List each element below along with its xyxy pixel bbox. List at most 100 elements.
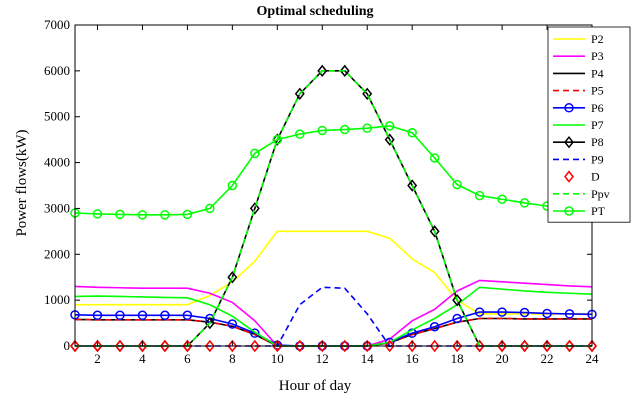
data-point-p6 xyxy=(182,310,193,321)
data-point-p8 xyxy=(452,293,463,307)
legend-label: Ppv xyxy=(591,187,610,201)
legend: P2 P3 P4 P5 P6 P7 P8 P9 D Ppv PT xyxy=(547,26,631,223)
data-point-pt xyxy=(182,209,193,220)
legend-marker xyxy=(564,170,574,183)
y-tick-label: 0 xyxy=(64,338,71,353)
y-tick-label: 3000 xyxy=(44,200,70,215)
legend-item-p4: P4 xyxy=(553,66,604,80)
y-tick-label: 1000 xyxy=(44,292,70,307)
legend-label: P8 xyxy=(591,135,604,149)
y-tick-label: 4000 xyxy=(44,155,70,170)
data-point-pt xyxy=(452,179,462,190)
legend-item-p2: P2 xyxy=(553,32,604,46)
data-point-d xyxy=(249,339,260,353)
series-line-p4 xyxy=(74,317,592,347)
legend-item-ppv: Ppv xyxy=(553,187,610,201)
x-tick-label: 18 xyxy=(451,351,464,366)
x-tick-label: 4 xyxy=(139,351,146,366)
data-point-p6 xyxy=(227,319,238,329)
data-point-d xyxy=(497,339,508,353)
data-point-pt xyxy=(272,134,283,145)
data-point-d xyxy=(317,339,328,353)
legend-label: D xyxy=(591,170,600,184)
data-point-pt xyxy=(407,128,417,138)
series-p2 xyxy=(75,230,592,315)
data-point-d xyxy=(294,339,305,353)
x-tick-label: 14 xyxy=(361,351,375,366)
x-tick-label: 12 xyxy=(316,351,329,366)
data-point-p8 xyxy=(204,316,215,330)
data-point-p8 xyxy=(317,64,328,78)
data-point-pt xyxy=(474,190,485,201)
data-point-pt xyxy=(339,124,350,135)
series-line-p9 xyxy=(75,286,592,347)
legend-item-p5: P5 xyxy=(553,84,604,98)
data-point-d xyxy=(362,339,373,353)
data-point-p8 xyxy=(429,225,440,238)
data-point-d xyxy=(137,339,148,353)
data-point-p8 xyxy=(339,64,350,78)
series-line-pt xyxy=(74,125,593,216)
legend-item-p6: P6 xyxy=(553,101,604,115)
y-tick-label: 5000 xyxy=(44,109,70,124)
legend-item-p7: P7 xyxy=(553,118,604,132)
data-point-d xyxy=(114,339,125,353)
x-tick-label: 22 xyxy=(541,351,554,366)
y-tick-label: 6000 xyxy=(44,63,70,78)
legend-label: P4 xyxy=(591,66,604,80)
y-axis-label: Power flows(kW) xyxy=(14,129,30,236)
data-point-pt xyxy=(317,125,328,136)
series-p5 xyxy=(74,317,592,347)
data-point-pt xyxy=(137,210,148,220)
x-tick-label: 8 xyxy=(229,351,236,366)
legend-label: P5 xyxy=(591,84,604,98)
data-point-d xyxy=(542,339,553,353)
series-line-p5 xyxy=(74,317,592,347)
data-point-d xyxy=(272,339,283,353)
data-point-p6 xyxy=(542,308,552,319)
data-point-pt xyxy=(92,209,103,219)
series-layer xyxy=(70,64,597,353)
legend-item-d: D xyxy=(564,170,600,184)
data-point-p6 xyxy=(564,309,575,319)
data-point-p8 xyxy=(272,133,283,146)
legend-marker xyxy=(564,206,574,216)
data-point-d xyxy=(70,339,80,353)
data-point-p6 xyxy=(92,310,103,321)
x-axis: 2 4 6 8 10 12 14 16 18 20 22 24 xyxy=(94,25,599,366)
series-p8 xyxy=(70,64,597,353)
data-point-p6 xyxy=(519,307,530,318)
legend-marker xyxy=(564,103,574,113)
data-point-p6 xyxy=(115,310,125,321)
data-point-p8 xyxy=(227,271,238,284)
data-point-pt xyxy=(429,153,440,163)
data-point-d xyxy=(92,339,103,353)
legend-item-pt: PT xyxy=(553,204,606,218)
data-point-p6 xyxy=(250,328,260,338)
series-p4 xyxy=(74,317,592,347)
data-point-d xyxy=(384,339,395,353)
data-point-pt xyxy=(205,203,215,214)
data-point-d xyxy=(227,339,238,353)
data-point-pt xyxy=(497,194,507,205)
x-tick-label: 6 xyxy=(184,351,191,366)
data-point-d xyxy=(407,339,418,353)
legend-label: P9 xyxy=(591,152,604,166)
x-axis-label: Hour of day xyxy=(279,378,352,394)
data-point-pt xyxy=(250,148,260,159)
x-tick-label: 20 xyxy=(496,351,509,366)
x-tick-label: 16 xyxy=(406,351,420,366)
data-point-pt xyxy=(115,209,125,220)
series-p9 xyxy=(75,286,592,347)
series-pt xyxy=(70,121,597,220)
y-axis: 0 1000 2000 3000 4000 5000 6000 7000 xyxy=(44,17,592,353)
series-line-p7 xyxy=(74,286,593,347)
x-tick-label: 24 xyxy=(586,351,600,366)
legend-label: PT xyxy=(591,204,606,218)
x-tick-label: 10 xyxy=(271,351,284,366)
data-point-d xyxy=(429,339,440,353)
data-point-d xyxy=(564,339,575,353)
legend-item-p8: P8 xyxy=(553,135,604,149)
data-point-d xyxy=(339,339,350,353)
